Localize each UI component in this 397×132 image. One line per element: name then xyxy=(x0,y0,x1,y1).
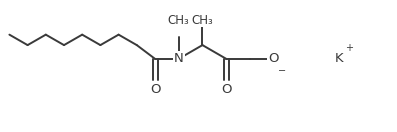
Text: −: − xyxy=(278,66,286,76)
Text: N: N xyxy=(174,52,183,65)
Text: CH₃: CH₃ xyxy=(192,14,213,27)
Text: O: O xyxy=(222,83,232,96)
Text: CH₃: CH₃ xyxy=(168,14,190,27)
Text: K: K xyxy=(335,52,343,65)
Text: O: O xyxy=(268,52,279,65)
Text: +: + xyxy=(345,43,353,53)
Text: O: O xyxy=(150,83,161,96)
